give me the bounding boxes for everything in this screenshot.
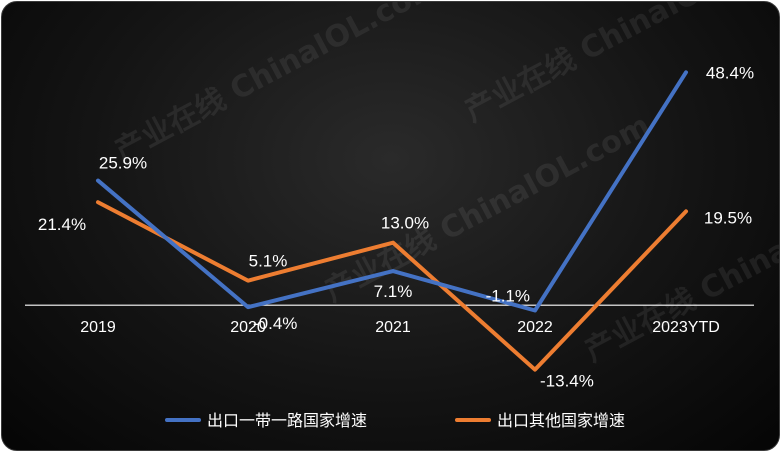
series-line (96, 200, 688, 372)
data-label: 21.4% (38, 215, 86, 234)
data-label: -0.4% (253, 314, 297, 333)
data-label: 5.1% (249, 252, 288, 271)
legend-label: 出口一带一路国家增速 (207, 411, 367, 430)
x-tick-label: 2021 (375, 319, 411, 336)
data-label: 7.1% (374, 282, 413, 301)
x-tick-label: 2019 (80, 319, 116, 336)
data-label: 19.5% (704, 208, 752, 227)
watermark-text: 产业在线 ChinaIOL.com (319, 108, 656, 309)
series-line (96, 70, 688, 313)
legend-label: 出口其他国家增速 (497, 411, 625, 430)
x-tick-label: 2020 (230, 319, 266, 336)
watermark-text: 产业在线 ChinaIOL.com (109, 2, 446, 169)
data-label: 25.9% (99, 154, 147, 173)
data-label: -1.1% (486, 286, 530, 305)
data-label: 13.0% (381, 214, 429, 233)
x-tick-label: 2023YTD (652, 319, 720, 336)
watermark-text: 产业在线 ChinaIOL.com (579, 168, 779, 369)
data-label: -13.4% (540, 372, 594, 391)
data-label: 48.4% (706, 63, 754, 82)
x-tick-label: 2022 (517, 319, 553, 336)
